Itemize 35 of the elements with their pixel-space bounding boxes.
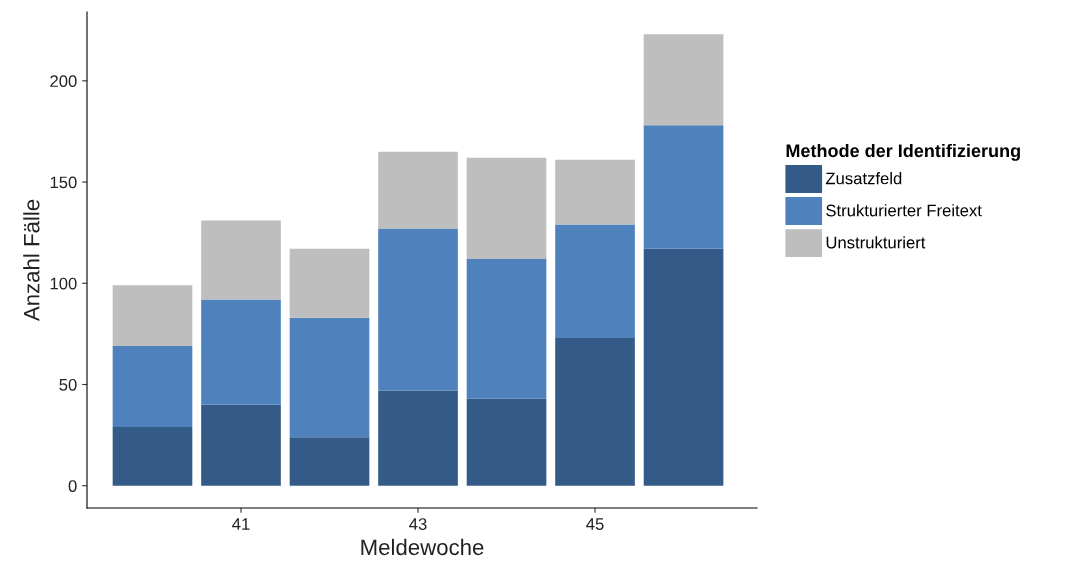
bar <box>112 427 193 486</box>
bar <box>378 151 458 229</box>
legend-label: Unstrukturiert <box>826 236 926 249</box>
y-tick-label: 100 <box>50 277 77 290</box>
y-axis-title: Anzahl Fälle <box>23 199 40 322</box>
bar <box>378 390 458 486</box>
x-axis-title: Meldewoche <box>361 538 484 556</box>
legend-label: Strukturierter Freitext <box>826 204 982 217</box>
bar <box>466 398 547 486</box>
bar <box>466 258 547 399</box>
bar <box>112 346 193 428</box>
bar <box>112 285 193 347</box>
bar <box>378 228 458 391</box>
bar <box>555 159 635 225</box>
x-tick-label: 45 <box>586 518 604 530</box>
x-tick-label: 41 <box>232 518 250 530</box>
legend-label: Zusatzfeld <box>825 172 902 185</box>
bar <box>201 404 281 486</box>
bar <box>643 248 724 486</box>
y-tick-label: 150 <box>50 176 77 189</box>
bar <box>643 125 724 249</box>
bar <box>289 317 370 438</box>
bar <box>555 337 635 486</box>
y-tick-label: 0 <box>68 480 77 492</box>
bar <box>289 248 370 318</box>
bar <box>643 34 724 126</box>
bar <box>555 224 635 338</box>
y-tick-label: 50 <box>59 378 77 391</box>
bar <box>201 220 281 300</box>
y-tick-label: 200 <box>50 75 77 88</box>
x-tick-label: 43 <box>409 518 427 530</box>
bar <box>289 437 370 486</box>
bar <box>201 299 281 405</box>
bar <box>466 157 547 259</box>
legend-title: Methode der Identifizierung <box>786 143 1020 161</box>
